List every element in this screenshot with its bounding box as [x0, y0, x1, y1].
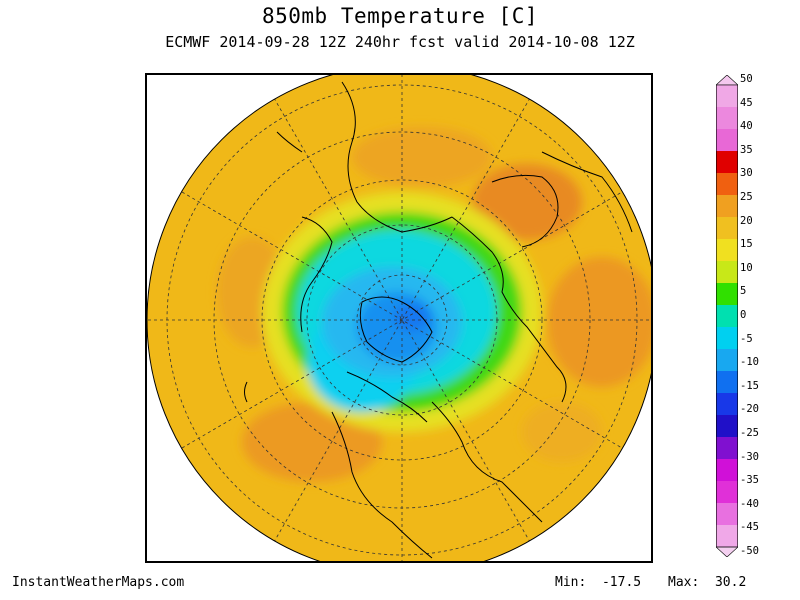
colorbar-arrow-top: [716, 75, 738, 86]
colorbar-tick-label: 35: [740, 143, 753, 156]
colorbar-segment: [716, 261, 738, 284]
colorbar-segment: [716, 151, 738, 174]
colorbar-segment: [716, 85, 738, 108]
graticule: [147, 75, 651, 561]
colorbar-segment: [716, 371, 738, 394]
colorbar-tick-label: 15: [740, 238, 753, 251]
coastlines: [244, 81, 633, 559]
colorbar-tick-label: 0: [740, 309, 747, 321]
colorbar-tick-label: -20: [740, 403, 759, 416]
colorbar-tick-label: 50: [740, 73, 753, 85]
colorbar-tick-label: 25: [740, 191, 753, 203]
colorbar-segment: [716, 173, 738, 196]
colorbar-segment: [716, 415, 738, 438]
min-value: Min: -17.5: [555, 575, 642, 590]
colorbar-segment: [716, 107, 738, 130]
colorbar-segment: [716, 437, 738, 460]
map-title: 850mb Temperature [C]: [261, 4, 538, 28]
colorbar-segment: [716, 195, 738, 218]
colorbar-tick-label: -25: [740, 427, 759, 439]
colorbar-segment: [716, 503, 738, 526]
colorbar-segment: [716, 283, 738, 306]
colorbar-outline: [716, 84, 738, 548]
colorbar: [716, 75, 738, 557]
colorbar-arrow-bottom: [716, 546, 738, 557]
colorbar-tick-label: 10: [740, 261, 753, 274]
colorbar-tick-label: -5: [740, 332, 753, 345]
colorbar-segment: [716, 481, 738, 504]
forecast-subtitle: ECMWF 2014-09-28 12Z 240hr fcst valid 20…: [165, 33, 635, 51]
colorbar-tick-label: 40: [740, 120, 753, 133]
colorbar-tick-label: 30: [740, 167, 753, 180]
colorbar-segment: [716, 459, 738, 482]
colorbar-segment: [716, 305, 738, 328]
site-credit: InstantWeatherMaps.com: [12, 575, 185, 590]
colorbar-segment: [716, 349, 738, 372]
colorbar-segment: [716, 217, 738, 240]
max-value: Max: 30.2: [668, 575, 747, 590]
colorbar-tick-label: -35: [740, 474, 759, 487]
polar-map: [145, 73, 653, 563]
colorbar-tick-label: -10: [740, 356, 759, 369]
colorbar-tick-label: -15: [740, 379, 759, 392]
temperature-field: [147, 75, 651, 561]
colorbar-tick-label: -50: [740, 545, 759, 557]
colorbar-tick-label: -40: [740, 497, 759, 510]
colorbar-tick-label: -45: [740, 521, 759, 534]
colorbar-tick-label: 5: [740, 285, 747, 298]
colorbar-segment: [716, 327, 738, 350]
colorbar-segment: [716, 239, 738, 262]
colorbar-segment: [716, 393, 738, 416]
colorbar-tick-label: 45: [740, 96, 753, 109]
colorbar-tick-label: 20: [740, 214, 753, 227]
colorbar-segment: [716, 525, 738, 548]
colorbar-segment: [716, 129, 738, 152]
colorbar-tick-label: -30: [740, 450, 759, 463]
